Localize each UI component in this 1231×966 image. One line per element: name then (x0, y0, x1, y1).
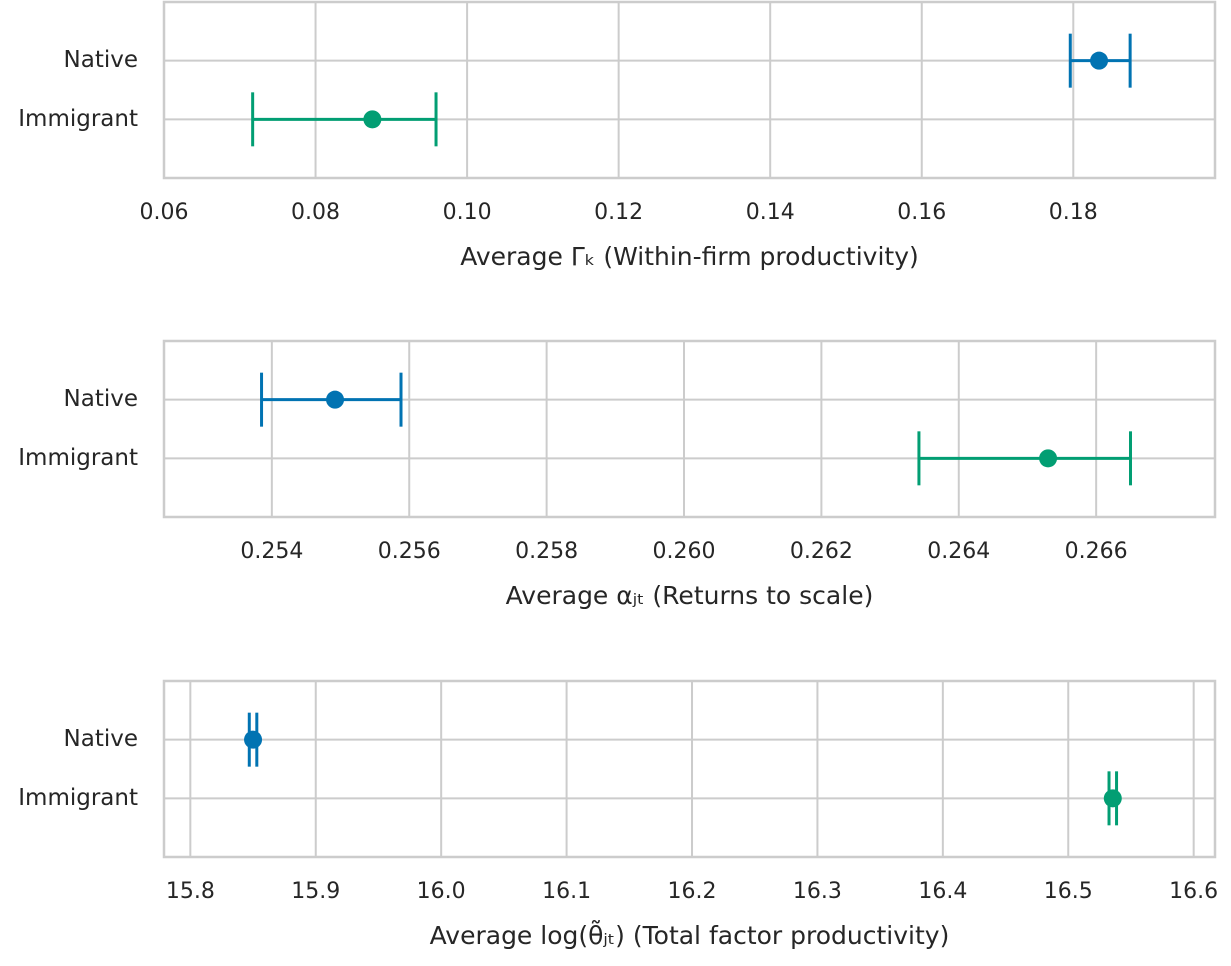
x-tick-label: 16.1 (542, 879, 591, 904)
plot-frame (162, 339, 1217, 519)
x-tick-label: 16.2 (668, 879, 717, 904)
x-tick-label: 0.258 (515, 539, 578, 564)
x-tick-label: 0.256 (378, 539, 441, 564)
point (1039, 449, 1058, 468)
x-axis-label: Average αⱼₜ (Returns to scale) (506, 581, 874, 610)
point (326, 390, 345, 409)
y-tick-label: Immigrant (18, 106, 138, 132)
y-tick-label: Immigrant (18, 445, 138, 471)
plot-frame (162, 0, 1217, 180)
point (363, 110, 382, 129)
y-tick-label: Immigrant (18, 785, 138, 811)
x-tick-label: 0.262 (790, 539, 853, 564)
y-tick-label: Native (64, 386, 138, 412)
x-tick-label: 0.14 (746, 200, 795, 225)
x-tick-label: 15.9 (291, 879, 340, 904)
x-tick-label: 0.06 (140, 200, 189, 225)
y-tick-label: Native (64, 726, 138, 752)
x-tick-label: 0.08 (291, 200, 340, 225)
x-tick-label: 16.4 (918, 879, 967, 904)
x-tick-label: 16.0 (417, 879, 466, 904)
x-tick-label: 16.3 (793, 879, 842, 904)
point (1090, 51, 1109, 70)
point (1103, 789, 1122, 808)
x-tick-label: 0.12 (594, 200, 643, 225)
plot-frame (162, 679, 1217, 859)
x-axis-label: Average Γₖ (Within-firm productivity) (460, 242, 919, 271)
x-tick-label: 0.260 (653, 539, 716, 564)
x-tick-label: 0.264 (927, 539, 990, 564)
y-tick-label: Native (64, 47, 138, 73)
x-tick-label: 15.8 (166, 879, 215, 904)
point (244, 730, 263, 749)
x-tick-label: 16.5 (1044, 879, 1093, 904)
x-tick-label: 0.254 (240, 539, 303, 564)
x-tick-label: 0.10 (443, 200, 492, 225)
x-axis-label: Average log(θ̃ⱼₜ) (Total factor producti… (430, 919, 950, 950)
x-tick-label: 0.18 (1049, 200, 1098, 225)
x-tick-label: 16.6 (1169, 879, 1218, 904)
x-tick-label: 0.266 (1065, 539, 1128, 564)
x-tick-label: 0.16 (897, 200, 946, 225)
